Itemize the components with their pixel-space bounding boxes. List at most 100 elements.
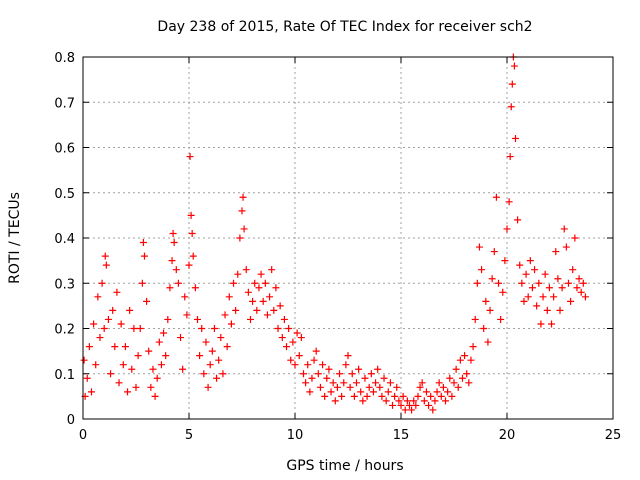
data-point — [188, 229, 196, 237]
data-point — [405, 401, 413, 409]
data-point — [380, 374, 388, 382]
data-point — [234, 270, 242, 278]
data-point — [327, 388, 335, 396]
data-point — [325, 365, 333, 373]
data-point — [442, 397, 450, 405]
data-point — [461, 352, 469, 360]
data-point — [531, 266, 539, 274]
data-point — [416, 383, 424, 391]
data-point — [177, 334, 185, 342]
data-point — [153, 374, 161, 382]
data-point — [374, 365, 382, 373]
data-point — [113, 288, 121, 296]
data-point — [545, 284, 553, 292]
data-point — [196, 352, 204, 360]
x-axis-tick-labels: 0 5 10 15 20 25 — [79, 428, 621, 443]
data-point — [87, 388, 95, 396]
data-point — [119, 361, 127, 369]
data-point — [352, 379, 360, 387]
y-tick-label: 0.6 — [54, 142, 75, 157]
data-point — [431, 397, 439, 405]
data-point — [160, 329, 168, 337]
data-point — [486, 306, 494, 314]
data-point — [157, 361, 165, 369]
data-point — [98, 279, 106, 287]
data-point — [246, 315, 254, 323]
data-point — [403, 397, 411, 405]
y-tick-label: 0 — [67, 413, 75, 428]
y-tick-label: 0.7 — [54, 96, 75, 111]
data-point — [480, 325, 488, 332]
x-axis-label: GPS time / hours — [286, 458, 403, 474]
data-point — [359, 397, 367, 405]
data-point — [102, 261, 110, 269]
data-point — [297, 334, 305, 342]
data-point — [581, 293, 589, 301]
data-point — [514, 216, 522, 224]
data-point — [548, 320, 556, 328]
data-point — [344, 352, 352, 360]
data-point — [255, 284, 263, 292]
grid-lines — [83, 57, 613, 419]
data-point — [242, 266, 250, 274]
y-axis-tick-labels: 0 0.1 0.2 0.3 0.4 0.5 0.6 0.7 0.8 — [54, 51, 75, 428]
data-point — [391, 392, 399, 400]
data-point — [490, 248, 498, 256]
data-point — [139, 239, 147, 247]
data-point — [134, 352, 142, 360]
data-point — [149, 365, 157, 373]
data-point — [533, 302, 541, 310]
data-point — [571, 234, 579, 242]
data-point — [202, 338, 210, 346]
data-point — [506, 153, 514, 161]
data-point — [427, 392, 435, 400]
x-tick-label: 10 — [287, 428, 304, 443]
data-point — [172, 266, 180, 274]
y-tick-label: 0.4 — [54, 232, 75, 247]
data-point — [579, 279, 587, 287]
data-point — [329, 379, 337, 387]
data-point — [439, 383, 447, 391]
data-point — [510, 62, 518, 70]
data-point — [249, 297, 257, 305]
data-point — [168, 257, 176, 265]
data-point — [117, 320, 125, 328]
data-point — [393, 383, 401, 391]
data-point — [278, 334, 286, 342]
data-point — [492, 193, 500, 201]
data-point — [569, 266, 577, 274]
data-point — [227, 320, 235, 328]
data-point — [497, 315, 505, 323]
data-point — [562, 243, 570, 251]
data-point — [263, 311, 271, 319]
data-point — [130, 325, 138, 332]
data-point — [429, 406, 437, 414]
data-point — [467, 356, 475, 364]
data-point — [350, 392, 358, 400]
data-point — [274, 325, 282, 332]
data-point — [295, 352, 303, 360]
data-point — [314, 370, 322, 378]
data-point — [507, 103, 515, 111]
data-point — [270, 306, 278, 314]
data-point — [92, 361, 100, 369]
data-point — [524, 293, 532, 301]
data-point — [575, 275, 583, 283]
data-point — [155, 338, 163, 346]
data-point — [293, 329, 301, 337]
data-point — [342, 361, 350, 369]
data-point — [183, 311, 191, 319]
data-point — [333, 383, 341, 391]
data-point — [444, 388, 452, 396]
data-point — [433, 388, 441, 396]
data-point — [365, 383, 373, 391]
data-point — [289, 338, 297, 346]
x-tick-label: 20 — [499, 428, 516, 443]
data-point — [299, 370, 307, 378]
data-point — [204, 383, 212, 391]
data-point — [104, 315, 112, 323]
data-point — [355, 365, 363, 373]
data-point — [280, 315, 288, 323]
data-point — [312, 347, 320, 355]
data-point — [556, 306, 564, 314]
